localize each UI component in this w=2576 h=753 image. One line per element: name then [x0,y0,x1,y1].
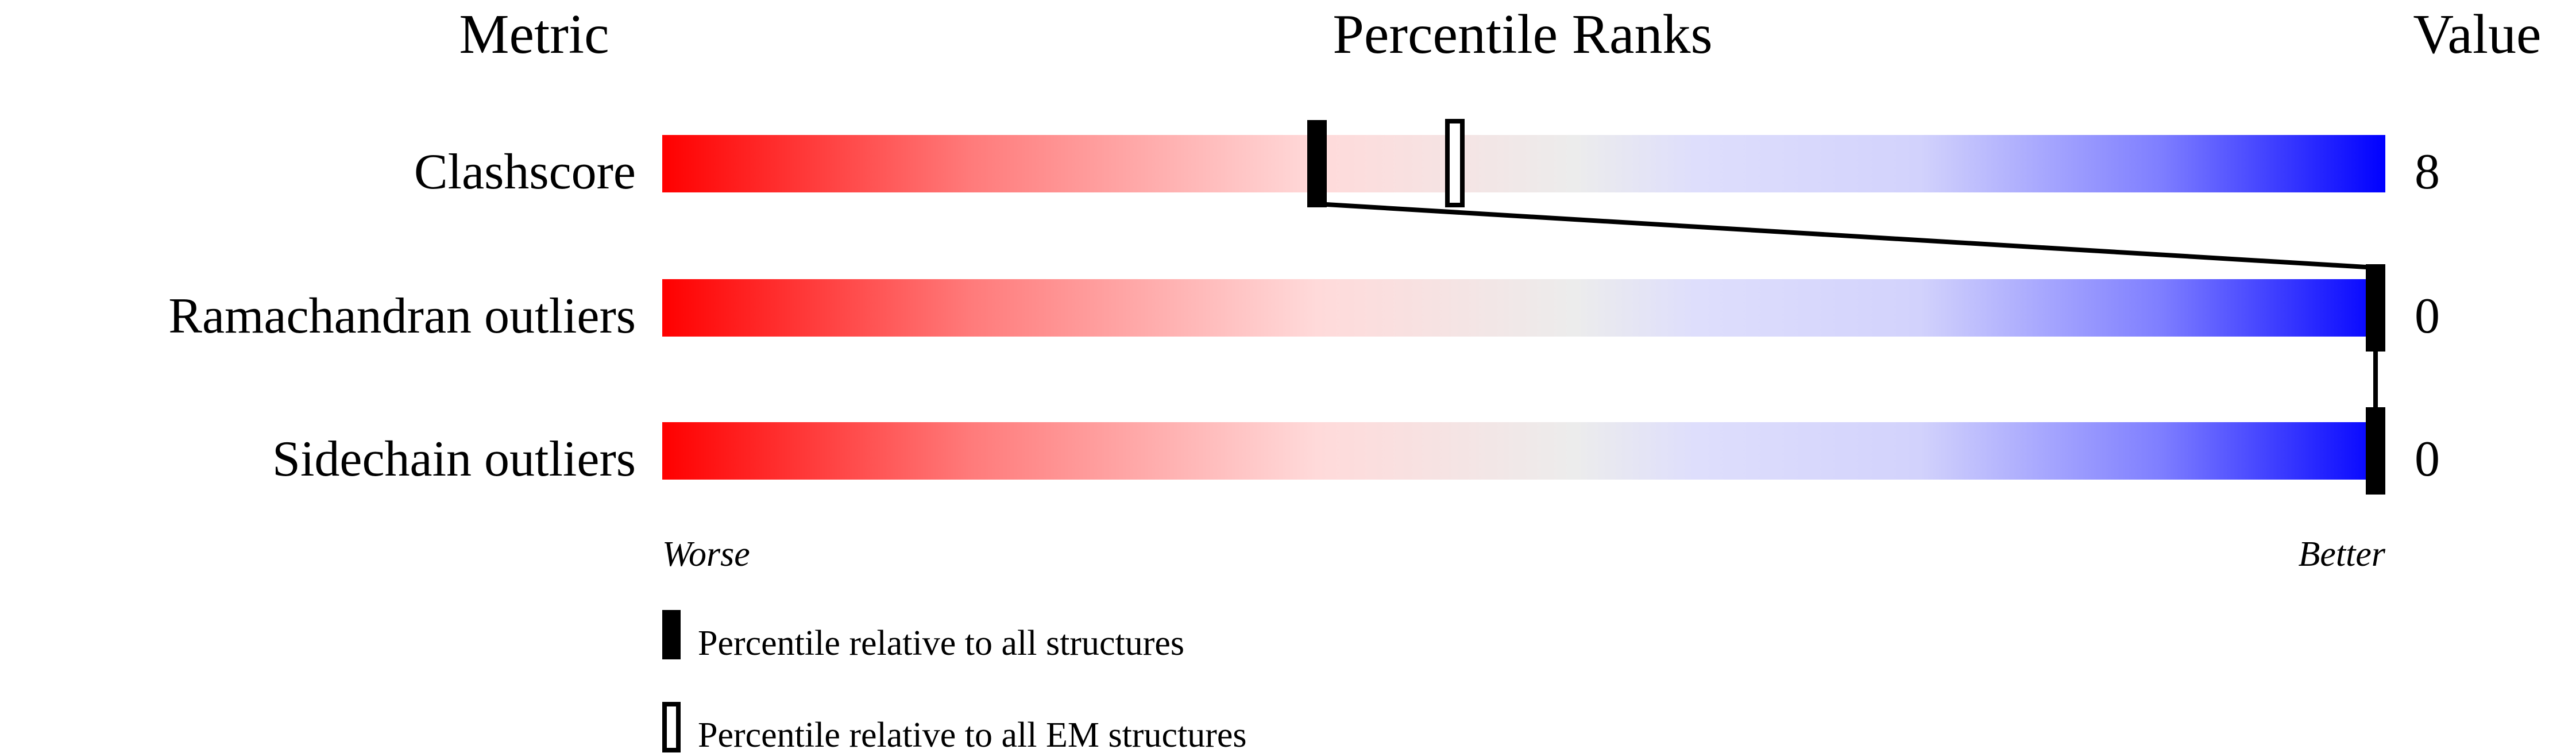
all-percentile-marker [2366,407,2385,495]
em-percentile-marker [1445,119,1465,207]
metric-value: 0 [2415,288,2440,344]
header-value: Value [2413,3,2541,65]
all-percentile-marker [2366,264,2385,352]
better-label: Better [2299,535,2386,574]
legend-open-marker [662,702,681,752]
gradient-bar [662,422,2385,480]
header-metric: Metric [459,3,609,65]
metric-label: Ramachandran outliers [168,288,636,344]
metric-label: Sidechain outliers [272,431,636,487]
legend-label-all: Percentile relative to all structures [698,624,1184,663]
all-percentile-marker [1307,120,1327,207]
gradient-bar [662,279,2385,337]
connector-line [1316,202,2376,270]
gradient-bar [662,135,2385,192]
metric-value: 0 [2415,431,2440,487]
legend-filled-marker [662,610,681,659]
header-percentile-ranks: Percentile Ranks [1333,3,1712,65]
metric-label: Clashscore [414,144,636,200]
legend-label-em: Percentile relative to all EM structures [698,716,1247,753]
worse-label: Worse [662,535,750,574]
metric-value: 8 [2415,144,2440,200]
